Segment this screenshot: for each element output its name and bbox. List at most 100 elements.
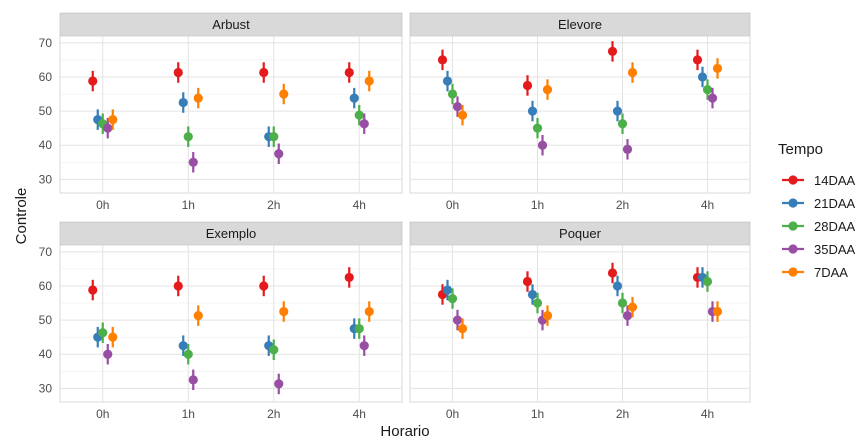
y-axis-title: Controle	[13, 188, 30, 245]
data-point-28daa	[354, 324, 364, 334]
data-point-35daa	[537, 140, 548, 150]
x-tick-label: 0h	[96, 407, 109, 421]
legend-item-14daa: 14DAA	[782, 173, 856, 188]
legend-item-7daa: 7DAA	[782, 265, 848, 280]
y-tick-label: 40	[39, 138, 53, 152]
data-point-14daa	[607, 268, 618, 278]
data-point-21daa	[697, 72, 708, 82]
data-point-35daa	[359, 119, 369, 129]
data-point-35daa	[452, 102, 463, 112]
panel-title: Poquer	[559, 226, 602, 241]
data-point-35daa	[103, 349, 113, 359]
data-point-21daa	[527, 289, 538, 300]
data-point-7daa	[364, 306, 374, 317]
panel-title: Arbust	[212, 17, 250, 32]
data-point-28daa	[617, 298, 628, 308]
legend-label: 28DAA	[814, 219, 856, 234]
data-point-21daa	[442, 285, 453, 295]
panel-arbust: Arbust 30 40 50 60 70 0h 1h 2h 4h	[39, 12, 403, 212]
legend-label: 35DAA	[814, 242, 856, 257]
data-point-21daa	[612, 106, 623, 116]
data-point-28daa	[98, 328, 108, 338]
data-point-35daa	[274, 379, 284, 389]
legend-label: 21DAA	[814, 196, 856, 211]
panel-poquer: Poquer 0h 1h 2h 4h	[409, 221, 751, 421]
panel-background	[59, 244, 403, 403]
data-point-28daa	[702, 84, 713, 95]
data-point-28daa	[532, 123, 543, 133]
data-point-35daa	[622, 144, 633, 154]
data-point-35daa	[707, 93, 718, 103]
data-point-14daa	[88, 285, 98, 295]
x-tick-label: 4h	[353, 407, 366, 421]
y-tick-label: 50	[39, 313, 53, 327]
data-point-28daa	[532, 298, 543, 308]
data-point-35daa	[622, 311, 633, 321]
panel-background	[409, 244, 751, 403]
x-tick-label: 1h	[182, 198, 195, 212]
data-point-21daa	[527, 106, 538, 116]
panel-elevore: Elevore 0h 1h 2h 4h	[409, 12, 751, 212]
x-tick-label: 2h	[616, 198, 629, 212]
data-point-35daa	[103, 123, 113, 133]
y-tick-label: 70	[39, 245, 53, 259]
data-point-7daa	[627, 67, 638, 78]
data-point-28daa	[447, 89, 458, 99]
data-point-35daa	[452, 315, 463, 325]
data-point-7daa	[542, 84, 553, 95]
x-tick-label: 4h	[701, 198, 714, 212]
data-point-7daa	[108, 115, 118, 125]
data-point-7daa	[364, 76, 374, 86]
x-tick-label: 0h	[96, 198, 109, 212]
x-tick-label: 0h	[446, 407, 459, 421]
data-point-7daa	[712, 63, 723, 74]
data-point-7daa	[627, 302, 638, 312]
data-point-14daa	[607, 46, 618, 56]
x-tick-label: 1h	[531, 407, 544, 421]
y-tick-label: 60	[39, 279, 53, 293]
data-point-14daa	[344, 272, 354, 283]
legend-key-point	[788, 198, 798, 208]
y-tick-label: 50	[39, 104, 53, 118]
panel-title: Elevore	[558, 17, 602, 32]
data-point-28daa	[269, 132, 279, 142]
data-point-14daa	[692, 55, 703, 65]
data-point-14daa	[259, 281, 269, 291]
panel-exemplo: Exemplo 30 40 50 60 70 0h 1h 2h 4h	[39, 221, 403, 421]
y-tick-label: 40	[39, 347, 53, 361]
data-point-14daa	[259, 67, 269, 78]
x-tick-label: 1h	[531, 198, 544, 212]
data-point-7daa	[279, 306, 289, 317]
x-tick-label: 4h	[701, 407, 714, 421]
data-point-7daa	[279, 89, 289, 99]
data-point-7daa	[542, 311, 553, 321]
x-tick-label: 2h	[267, 407, 280, 421]
legend: Tempo 14DAA 21DAA 28DAA 35DAA 7DAA	[778, 141, 856, 280]
data-point-21daa	[349, 93, 359, 103]
data-point-14daa	[173, 281, 183, 291]
data-point-21daa	[612, 281, 623, 291]
y-tick-label: 70	[39, 36, 53, 50]
data-point-21daa	[178, 97, 188, 108]
y-tick-label: 30	[39, 172, 53, 186]
legend-item-28daa: 28DAA	[782, 219, 856, 234]
data-point-14daa	[173, 67, 183, 78]
x-axis-title: Horario	[380, 423, 429, 440]
legend-title: Tempo	[778, 141, 823, 158]
legend-label: 7DAA	[814, 265, 848, 280]
data-point-28daa	[702, 276, 713, 287]
data-point-35daa	[188, 375, 198, 385]
data-point-28daa	[183, 132, 193, 142]
legend-key-point	[788, 267, 798, 277]
data-point-14daa	[522, 80, 533, 91]
legend-key-point	[788, 221, 798, 231]
data-point-14daa	[344, 67, 354, 78]
x-tick-label: 0h	[446, 198, 459, 212]
data-point-28daa	[183, 349, 193, 359]
y-tick-label: 60	[39, 70, 53, 84]
y-tick-label: 30	[39, 381, 53, 395]
data-point-21daa	[442, 76, 453, 86]
x-tick-label: 4h	[353, 198, 366, 212]
legend-item-35daa: 35DAA	[782, 242, 856, 257]
